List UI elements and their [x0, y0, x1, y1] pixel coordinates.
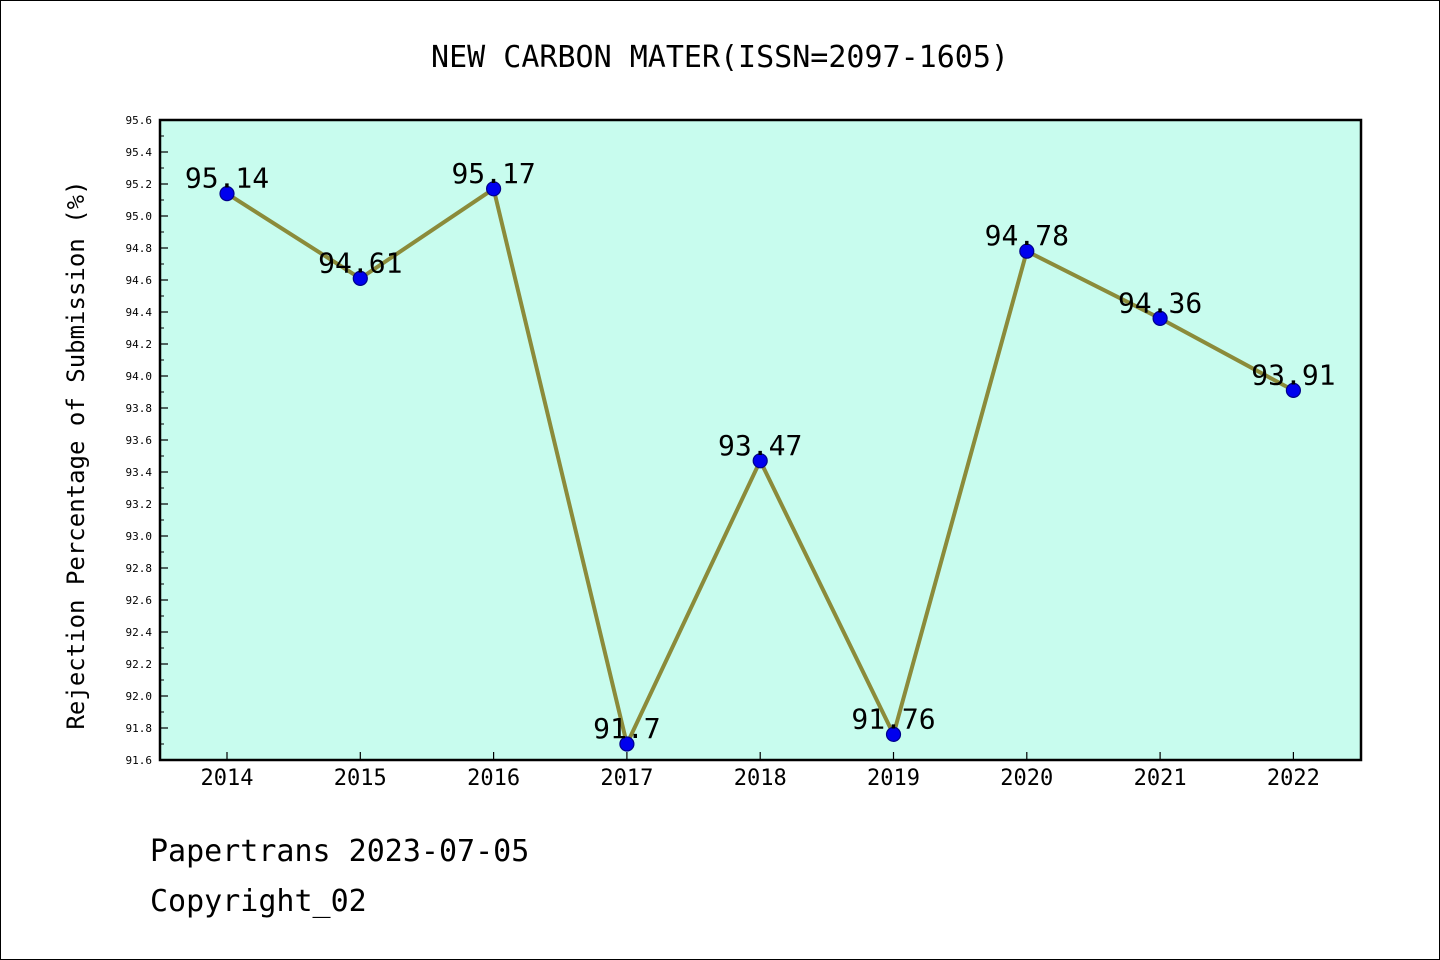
data-point [352, 270, 368, 286]
data-point [1285, 382, 1302, 398]
x-tick-label: 2018 [734, 766, 787, 791]
x-tick-label: 2019 [867, 766, 920, 791]
x-tick-label: 2015 [334, 766, 387, 791]
y-tick-label: 94.2 [126, 338, 153, 351]
data-label: 94.78 [985, 219, 1069, 252]
data-point [619, 736, 635, 752]
footer-copyright: Copyright_02 [150, 884, 367, 919]
x-tick-label: 2021 [1134, 766, 1187, 791]
y-tick-label: 93.4 [126, 466, 153, 479]
x-tick-label: 2022 [1267, 766, 1320, 791]
y-tick-label: 91.6 [126, 754, 153, 767]
y-tick-label: 92.0 [126, 690, 153, 703]
x-tick-label: 2016 [467, 766, 520, 791]
y-tick-label: 93.0 [126, 530, 153, 543]
y-tick-label: 94.0 [126, 370, 153, 383]
data-point [1152, 310, 1168, 326]
data-point [1019, 243, 1035, 259]
data-label: 94.61 [318, 246, 402, 279]
data-point [486, 181, 502, 197]
data-point [219, 186, 235, 202]
y-tick-label: 92.8 [126, 562, 153, 575]
data-label: 91.7 [593, 712, 660, 745]
y-tick-label: 92.6 [126, 594, 153, 607]
x-tick-label: 2020 [1000, 766, 1053, 791]
y-tick-label: 93.6 [126, 434, 153, 447]
chart-title: NEW CARBON MATER(ISSN=2097-1605) [431, 40, 1009, 75]
y-axis-label: Rejection Percentage of Submission (%) [62, 180, 90, 729]
y-tick-label: 92.4 [126, 626, 153, 639]
y-tick-label: 93.8 [126, 402, 153, 415]
data-label: 93.91 [1251, 358, 1335, 391]
y-tick-label: 94.4 [126, 306, 153, 319]
y-tick-label: 94.8 [126, 242, 153, 255]
series-layer: 95.14 94.61 95.17 91.7 93.47 91.76 94.78 94.36 9… [185, 157, 1336, 752]
data-point [885, 726, 902, 743]
y-tick-label: 94.6 [126, 274, 153, 287]
x-tick-label: 2014 [201, 766, 254, 791]
y-tick-label: 95.4 [126, 146, 153, 159]
footer-date: Papertrans 2023-07-05 [150, 834, 530, 869]
data-label: 95.14 [185, 162, 269, 195]
x-axis: 2014 2015 2016 2017 2018 2019 2020 2021 2022 [201, 752, 1320, 791]
y-tick-label: 95.0 [126, 210, 153, 223]
data-label: 91.76 [851, 702, 935, 735]
y-tick-label: 95.2 [126, 178, 153, 191]
data-label: 94.36 [1118, 286, 1202, 319]
y-tick-label: 93.2 [126, 498, 153, 511]
y-tick-label: 91.8 [126, 722, 153, 735]
plot-border [158, 118, 1363, 762]
y-tick-label: 95.6 [126, 114, 153, 127]
y-tick-label: 92.2 [126, 658, 153, 671]
y-axis: 91.6 91.8 92.0 92.2 92.4 92.6 92.8 93.0 93.2 93.4… [126, 114, 168, 767]
data-point [752, 453, 768, 469]
plot-area [160, 120, 1361, 760]
data-label: 93.47 [718, 429, 802, 462]
data-label: 95.17 [451, 157, 535, 190]
x-tick-label: 2017 [600, 766, 653, 791]
